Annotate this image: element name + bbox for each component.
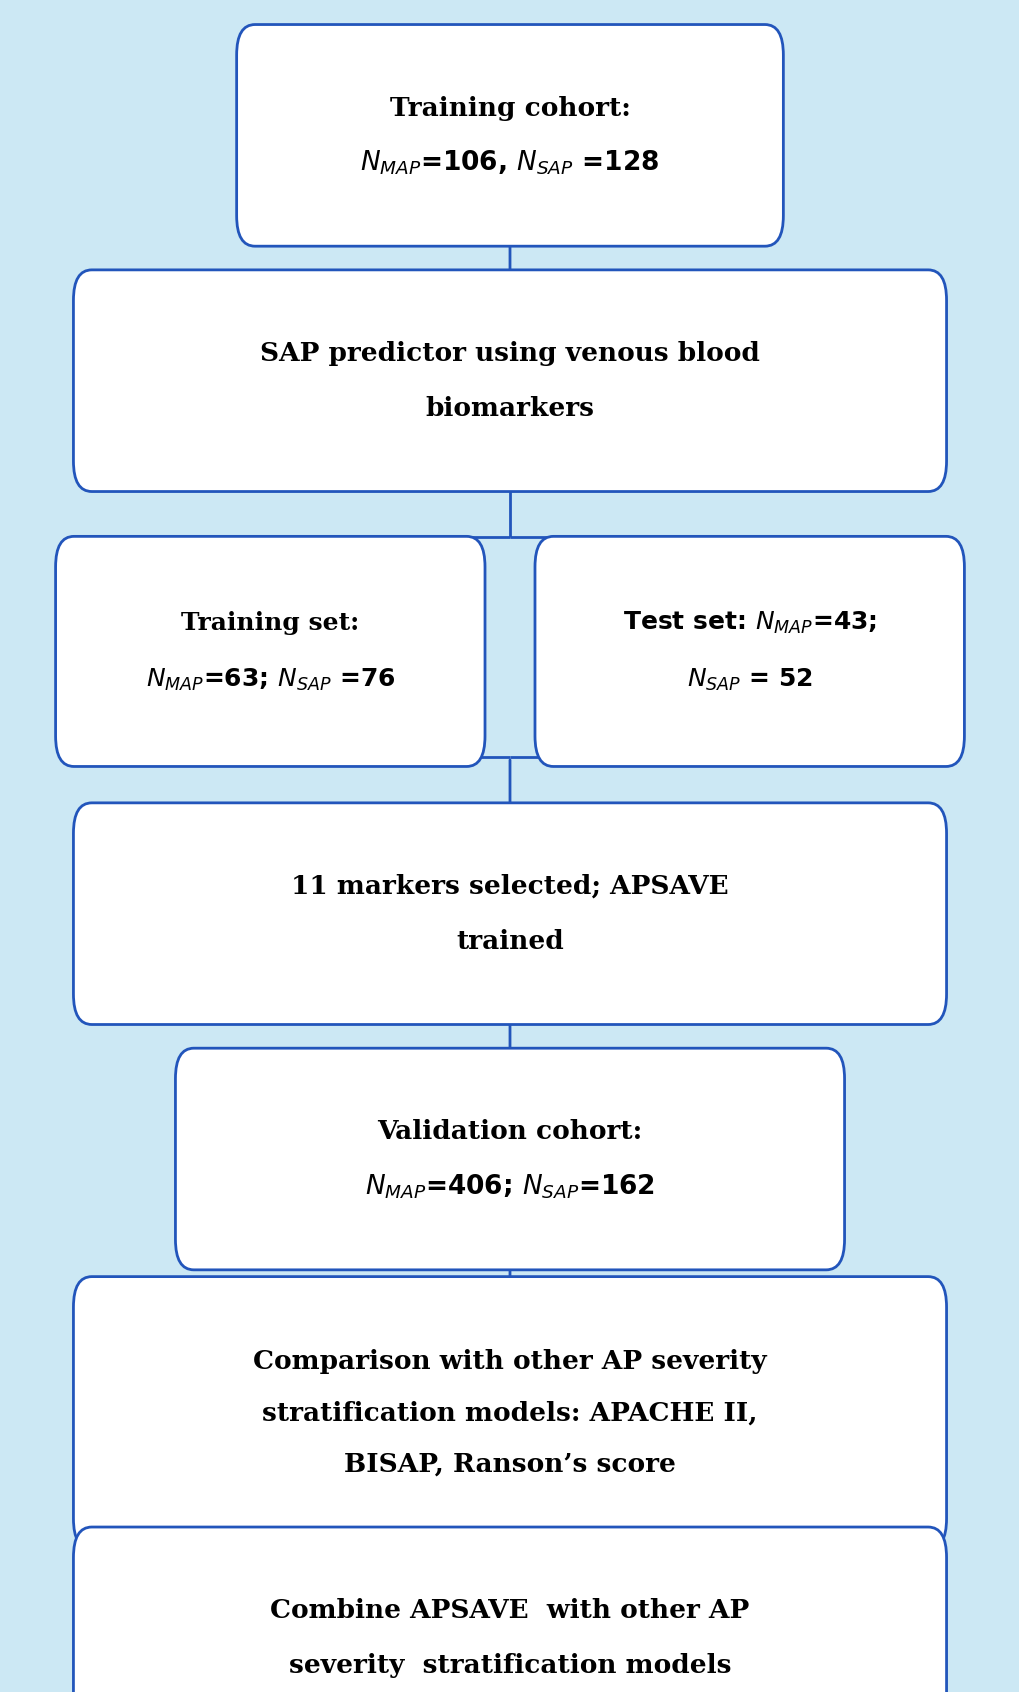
FancyBboxPatch shape: [73, 1526, 946, 1692]
FancyBboxPatch shape: [236, 24, 783, 245]
Text: 11 markers selected; APSAVE: 11 markers selected; APSAVE: [290, 873, 729, 898]
FancyBboxPatch shape: [73, 271, 946, 492]
Text: trained: trained: [455, 929, 564, 954]
FancyBboxPatch shape: [73, 1277, 946, 1550]
Text: Validation cohort:: Validation cohort:: [377, 1118, 642, 1144]
FancyBboxPatch shape: [534, 536, 964, 766]
Text: $N_{MAP}$=406; $N_{SAP}$=162: $N_{MAP}$=406; $N_{SAP}$=162: [365, 1173, 654, 1201]
Text: $N_{MAP}$=63; $N_{SAP}$ =76: $N_{MAP}$=63; $N_{SAP}$ =76: [146, 667, 394, 694]
Text: severity  stratification models: severity stratification models: [288, 1653, 731, 1678]
Text: Training cohort:: Training cohort:: [389, 95, 630, 120]
Text: biomarkers: biomarkers: [425, 396, 594, 421]
Text: SAP predictor using venous blood: SAP predictor using venous blood: [260, 340, 759, 365]
FancyBboxPatch shape: [56, 536, 485, 766]
FancyBboxPatch shape: [175, 1047, 844, 1269]
FancyBboxPatch shape: [73, 802, 946, 1024]
Text: $N_{SAP}$ = 52: $N_{SAP}$ = 52: [686, 667, 812, 694]
Text: Comparison with other AP severity: Comparison with other AP severity: [253, 1349, 766, 1374]
Text: Combine APSAVE  with other AP: Combine APSAVE with other AP: [270, 1597, 749, 1623]
Text: stratification models: APACHE II,: stratification models: APACHE II,: [262, 1401, 757, 1425]
Text: BISAP, Ranson’s score: BISAP, Ranson’s score: [343, 1452, 676, 1477]
Text: Test set: $N_{MAP}$=43;: Test set: $N_{MAP}$=43;: [623, 609, 875, 636]
Text: $N_{MAP}$=106, $N_{SAP}$ =128: $N_{MAP}$=106, $N_{SAP}$ =128: [360, 149, 659, 178]
Text: Training set:: Training set:: [181, 611, 359, 634]
